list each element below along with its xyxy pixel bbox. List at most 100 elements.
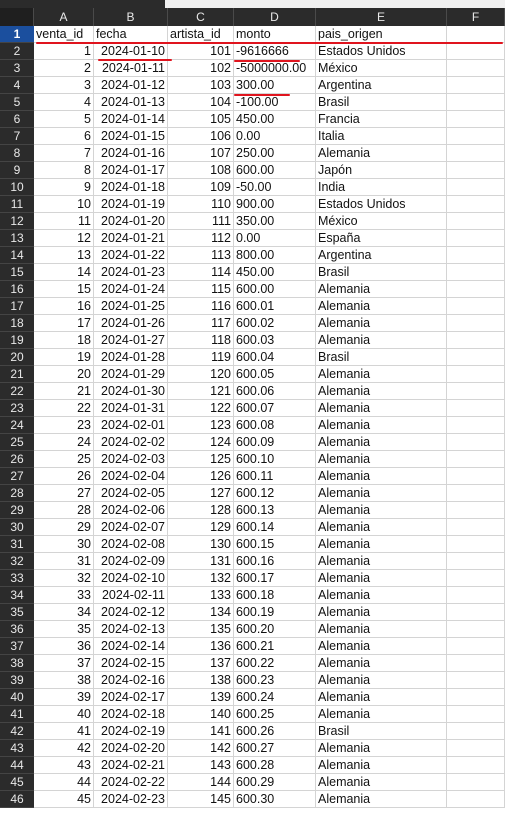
cell-venta-id[interactable]: 25 (34, 451, 94, 468)
cell-pais-origen[interactable]: Brasil (316, 723, 447, 740)
column-header-b[interactable]: B (94, 8, 168, 26)
cell-monto[interactable]: 600.20 (234, 621, 316, 638)
cell-venta-id[interactable]: 43 (34, 757, 94, 774)
cell-artista-id[interactable]: 115 (168, 281, 234, 298)
cell-artista-id[interactable]: 126 (168, 468, 234, 485)
cell-pais-origen[interactable]: Japón (316, 162, 447, 179)
cell-monto[interactable]: 300.00 (234, 77, 316, 94)
cell-fecha[interactable]: 2024-01-15 (94, 128, 168, 145)
row-header[interactable]: 35 (0, 604, 34, 621)
cell-pais-origen[interactable]: Alemania (316, 485, 447, 502)
cell-fecha[interactable]: 2024-02-14 (94, 638, 168, 655)
cell-pais-origen[interactable]: Alemania (316, 366, 447, 383)
cell-artista-id[interactable]: 140 (168, 706, 234, 723)
cell-fecha[interactable]: 2024-01-28 (94, 349, 168, 366)
cell-monto[interactable]: 600.12 (234, 485, 316, 502)
cell-artista-id[interactable]: 122 (168, 400, 234, 417)
row-header[interactable]: 19 (0, 332, 34, 349)
cell-artista-id[interactable]: 113 (168, 247, 234, 264)
row-header[interactable]: 42 (0, 723, 34, 740)
column-header-e[interactable]: E (316, 8, 447, 26)
cell-venta-id[interactable]: 8 (34, 162, 94, 179)
row-header[interactable]: 27 (0, 468, 34, 485)
empty-cell[interactable] (447, 553, 505, 570)
cell-artista-id[interactable]: 107 (168, 145, 234, 162)
cell-fecha[interactable]: 2024-02-03 (94, 451, 168, 468)
cell-artista-id[interactable]: 112 (168, 230, 234, 247)
cell-monto[interactable]: 600.17 (234, 570, 316, 587)
cell-artista-id[interactable]: 144 (168, 774, 234, 791)
cell-pais-origen[interactable]: Alemania (316, 553, 447, 570)
header-cell-fecha[interactable]: fecha (94, 26, 168, 43)
cell-monto[interactable]: 600.13 (234, 502, 316, 519)
row-header[interactable]: 43 (0, 740, 34, 757)
cell-artista-id[interactable]: 132 (168, 570, 234, 587)
cell-artista-id[interactable]: 130 (168, 536, 234, 553)
cell-venta-id[interactable]: 27 (34, 485, 94, 502)
cell-artista-id[interactable]: 136 (168, 638, 234, 655)
header-cell-venta-id[interactable]: venta_id (34, 26, 94, 43)
cell-pais-origen[interactable]: Brasil (316, 264, 447, 281)
row-header[interactable]: 15 (0, 264, 34, 281)
row-header[interactable]: 32 (0, 553, 34, 570)
cell-monto[interactable]: 600.08 (234, 417, 316, 434)
cell-monto[interactable]: 600.21 (234, 638, 316, 655)
cell-venta-id[interactable]: 13 (34, 247, 94, 264)
row-header[interactable]: 13 (0, 230, 34, 247)
cell-fecha[interactable]: 2024-01-24 (94, 281, 168, 298)
row-header[interactable]: 21 (0, 366, 34, 383)
row-header[interactable]: 31 (0, 536, 34, 553)
cell-venta-id[interactable]: 12 (34, 230, 94, 247)
cell-monto[interactable]: 600.23 (234, 672, 316, 689)
empty-cell[interactable] (447, 740, 505, 757)
header-cell-monto[interactable]: monto (234, 26, 316, 43)
cell-fecha[interactable]: 2024-01-25 (94, 298, 168, 315)
cell-fecha[interactable]: 2024-02-02 (94, 434, 168, 451)
cell-pais-origen[interactable]: Alemania (316, 689, 447, 706)
cell-pais-origen[interactable]: Alemania (316, 400, 447, 417)
row-header[interactable]: 3 (0, 60, 34, 77)
cell-fecha[interactable]: 2024-01-29 (94, 366, 168, 383)
cell-artista-id[interactable]: 139 (168, 689, 234, 706)
cell-artista-id[interactable]: 127 (168, 485, 234, 502)
row-header[interactable]: 11 (0, 196, 34, 213)
cell-venta-id[interactable]: 19 (34, 349, 94, 366)
cell-venta-id[interactable]: 14 (34, 264, 94, 281)
empty-cell[interactable] (447, 706, 505, 723)
cell-pais-origen[interactable]: Alemania (316, 383, 447, 400)
cell-monto[interactable]: 600.22 (234, 655, 316, 672)
cell-venta-id[interactable]: 26 (34, 468, 94, 485)
row-header[interactable]: 46 (0, 791, 34, 808)
cell-fecha[interactable]: 2024-02-20 (94, 740, 168, 757)
cell-monto[interactable]: 800.00 (234, 247, 316, 264)
cell-fecha[interactable]: 2024-01-12 (94, 77, 168, 94)
cell-pais-origen[interactable]: Alemania (316, 791, 447, 808)
cell-pais-origen[interactable]: Alemania (316, 757, 447, 774)
empty-cell[interactable] (447, 434, 505, 451)
cell-venta-id[interactable]: 10 (34, 196, 94, 213)
row-header[interactable]: 33 (0, 570, 34, 587)
cell-monto[interactable]: -5000000.00 (234, 60, 316, 77)
cell-monto[interactable]: 600.27 (234, 740, 316, 757)
cell-pais-origen[interactable]: Alemania (316, 621, 447, 638)
empty-cell[interactable] (447, 774, 505, 791)
cell-fecha[interactable]: 2024-02-11 (94, 587, 168, 604)
row-header[interactable]: 7 (0, 128, 34, 145)
select-all-corner[interactable] (0, 8, 34, 26)
cell-pais-origen[interactable]: Francia (316, 111, 447, 128)
empty-cell[interactable] (447, 570, 505, 587)
cell-pais-origen[interactable]: Alemania (316, 570, 447, 587)
cell-monto[interactable]: 600.03 (234, 332, 316, 349)
row-header[interactable]: 20 (0, 349, 34, 366)
empty-cell[interactable] (447, 264, 505, 281)
row-header[interactable]: 10 (0, 179, 34, 196)
cell-artista-id[interactable]: 141 (168, 723, 234, 740)
cell-monto[interactable]: 450.00 (234, 111, 316, 128)
cell-venta-id[interactable]: 18 (34, 332, 94, 349)
cell-venta-id[interactable]: 44 (34, 774, 94, 791)
empty-cell[interactable] (447, 145, 505, 162)
cell-artista-id[interactable]: 102 (168, 60, 234, 77)
cell-venta-id[interactable]: 5 (34, 111, 94, 128)
cell-venta-id[interactable]: 15 (34, 281, 94, 298)
cell-pais-origen[interactable]: Alemania (316, 774, 447, 791)
